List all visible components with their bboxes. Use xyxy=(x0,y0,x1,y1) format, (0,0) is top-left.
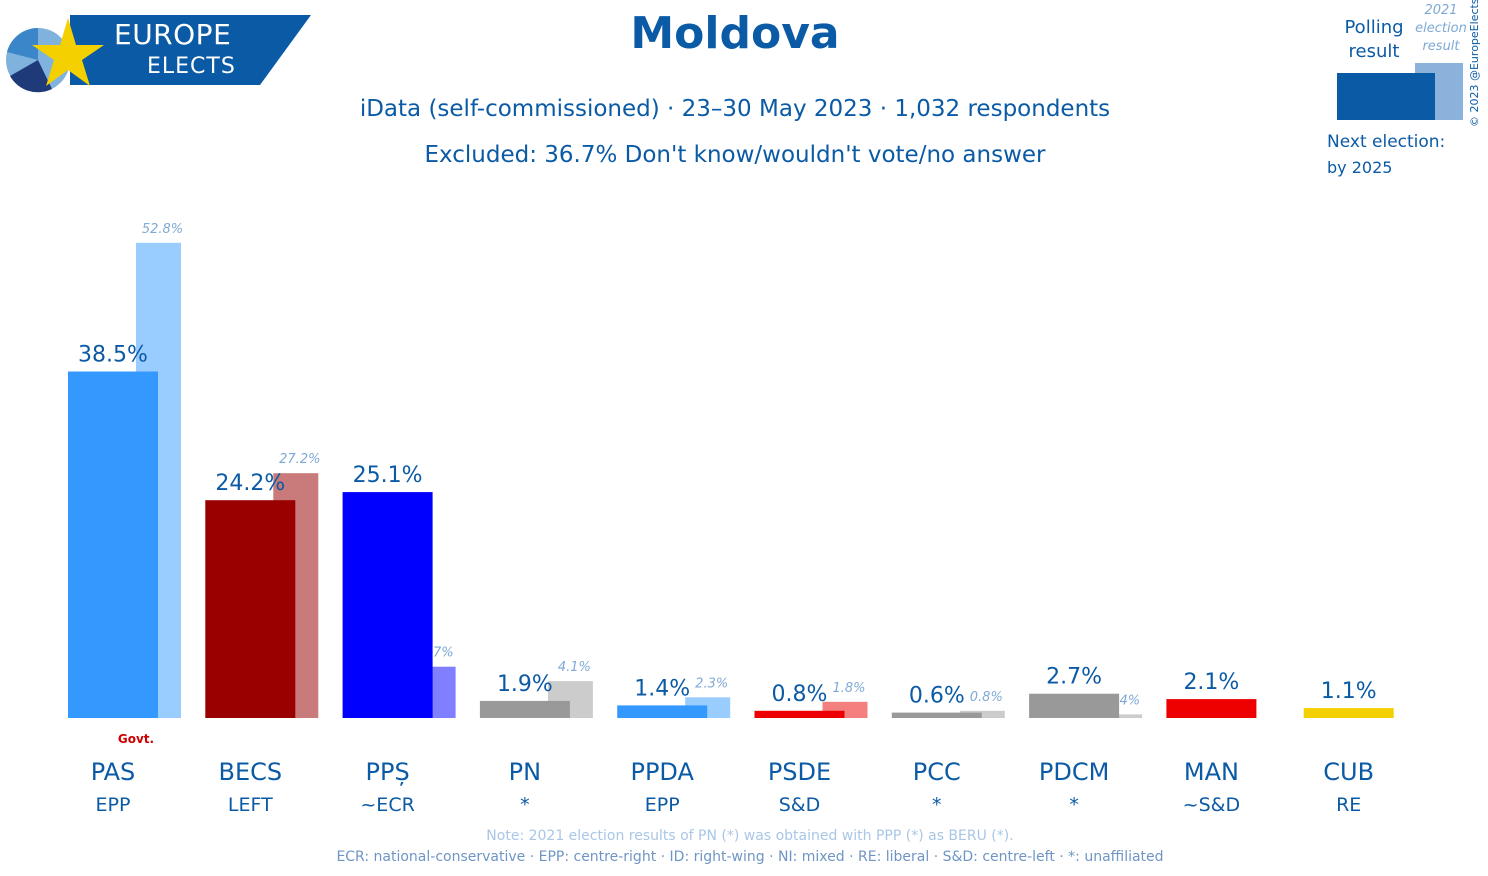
election-label-becs: 27.2% xyxy=(279,452,320,467)
poll-bar-becs xyxy=(205,500,296,718)
poll-bar-psde xyxy=(754,710,845,718)
election-bar-pcc xyxy=(959,710,1005,718)
party-name-pp-: PPȘ xyxy=(366,758,410,786)
party-group-cub: RE xyxy=(1336,794,1361,816)
logo-text-europe: EUROPE xyxy=(114,18,232,51)
chart-subtitle: iData (self-commissioned) · 23–30 May 20… xyxy=(359,96,1111,122)
legend-election-label: 2021 election result xyxy=(1415,3,1467,54)
party-group-pdcm: * xyxy=(1069,794,1079,816)
poll-label-psde: 0.8% xyxy=(772,682,828,707)
party-name-man: MAN xyxy=(1184,758,1239,786)
poll-label-cub: 1.1% xyxy=(1321,679,1377,704)
poll-bar-man xyxy=(1166,699,1257,718)
party-group-pp-: ~ECR xyxy=(360,794,414,816)
election-label-pcc: 0.8% xyxy=(970,690,1003,705)
party-group-pn: * xyxy=(520,794,530,816)
party-group-ppda: EPP xyxy=(645,794,680,816)
next-election-value: by 2025 xyxy=(1327,158,1393,177)
party-group-pas: EPP xyxy=(96,794,131,816)
logo-star-icon xyxy=(32,18,104,86)
poll-bar-pas xyxy=(68,371,158,718)
poll-bar-ppda xyxy=(617,705,708,718)
poll-bar-pp- xyxy=(342,492,433,718)
party-group-man: ~S&D xyxy=(1183,794,1240,816)
party-name-psde: PSDE xyxy=(768,758,831,786)
footnote: Note: 2021 election results of PN (*) wa… xyxy=(486,828,1014,844)
group-definitions: ECR: national-conservative · EPP: centre… xyxy=(336,849,1164,865)
poll-label-man: 2.1% xyxy=(1183,670,1239,695)
poll-bar-pcc xyxy=(891,712,982,718)
poll-label-pas: 38.5% xyxy=(78,343,148,368)
party-name-becs: BECS xyxy=(218,758,282,786)
europe-elects-logo: EUROPE ELECTS xyxy=(0,0,320,95)
party-name-pdcm: PDCM xyxy=(1039,758,1109,786)
poll-label-pdcm: 2.7% xyxy=(1046,665,1102,690)
legend-polling-swatch xyxy=(1337,73,1435,120)
logo-circle-segment-b xyxy=(10,60,52,93)
poll-label-pp-: 25.1% xyxy=(353,463,423,488)
election-label-psde: 1.8% xyxy=(832,681,865,696)
logo-text-elects: ELECTS xyxy=(147,54,236,79)
party-name-cub: CUB xyxy=(1323,758,1374,786)
logo-circle-segment-a xyxy=(7,27,38,60)
next-election-label: Next election: xyxy=(1327,132,1446,152)
govt-label: Govt. xyxy=(118,732,154,746)
logo-graphic xyxy=(6,15,311,93)
poll-bar-cub xyxy=(1303,708,1394,718)
party-name-pas: PAS xyxy=(91,758,136,786)
poll-label-pn: 1.9% xyxy=(497,672,553,697)
party-name-pcc: PCC xyxy=(913,758,961,786)
logo-banner xyxy=(70,15,311,85)
party-name-ppda: PPDA xyxy=(630,758,694,786)
party-name-pn: PN xyxy=(509,758,541,786)
party-group-becs: LEFT xyxy=(228,794,273,816)
poll-bar-pdcm xyxy=(1029,693,1120,718)
party-group-psde: S&D xyxy=(779,794,821,816)
poll-label-becs: 24.2% xyxy=(215,471,285,496)
poll-bar-pn xyxy=(479,700,570,718)
legend-polling-label: Polling result xyxy=(1344,17,1404,62)
election-label-pas: 52.8% xyxy=(142,222,183,237)
excluded-note: Excluded: 36.7% Don't know/wouldn't vote… xyxy=(424,142,1046,168)
election-label-ppda: 2.3% xyxy=(695,676,728,691)
party-group-pcc: * xyxy=(932,794,942,816)
poll-label-ppda: 1.4% xyxy=(634,676,690,701)
chart-title: Moldova xyxy=(630,8,840,59)
election-bar-pdcm xyxy=(1097,714,1143,718)
poll-label-pcc: 0.6% xyxy=(909,684,965,709)
election-label-pn: 4.1% xyxy=(558,660,591,675)
